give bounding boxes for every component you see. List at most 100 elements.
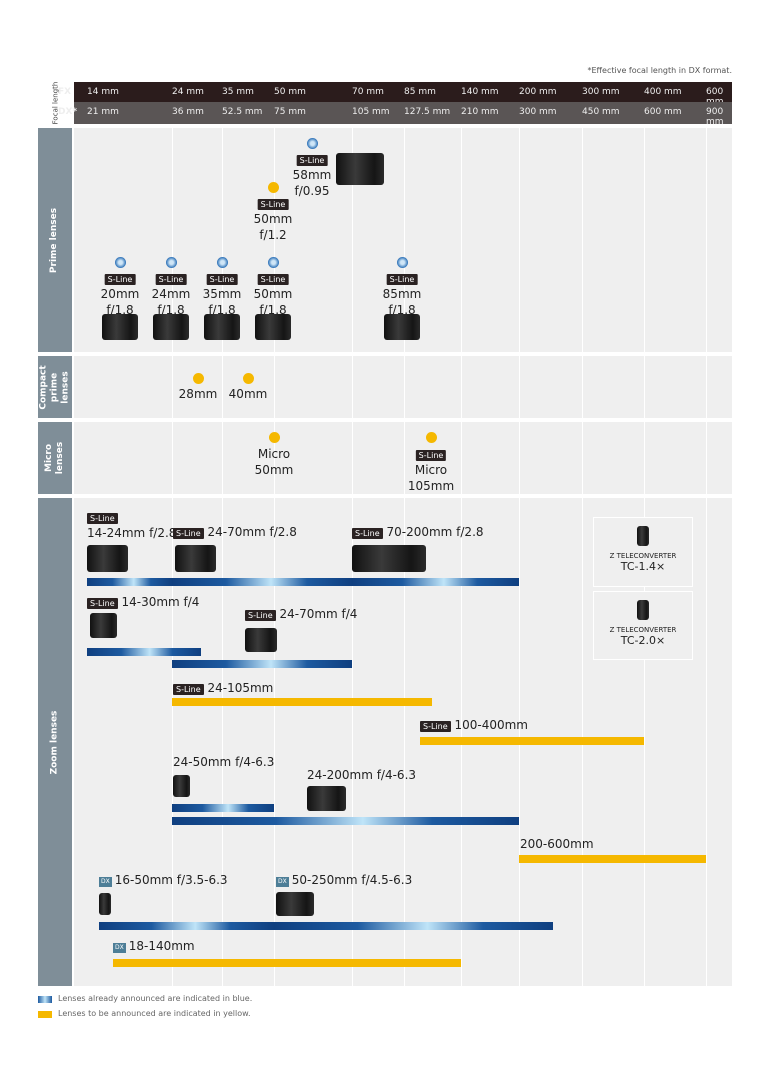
lens-image [173, 775, 190, 797]
fx-tick: 300 mm [582, 87, 620, 97]
lens-image [102, 314, 138, 340]
dx-tick: 36 mm [172, 107, 204, 117]
announced-range-bar [172, 804, 274, 812]
prime-lens-label: S-Line 50mm f/1.2 [254, 195, 292, 243]
prime-focal: 50mm [253, 287, 293, 301]
zoom-lens-label: 200-600mm [520, 837, 594, 851]
grid-line [404, 422, 405, 494]
dx-tick: 300 mm [519, 107, 557, 117]
prime-aperture: f/0.95 [294, 184, 330, 198]
grid-line [352, 356, 353, 418]
zoom-lens-label: S-Line 100-400mm [420, 717, 528, 733]
teleconverter-image [637, 600, 649, 620]
teleconverter-card: Z TELECONVERTER TC-2.0× [593, 591, 693, 660]
dx-tick: 900 mm [706, 107, 724, 127]
announced-range-bar [172, 578, 352, 586]
grid-line [222, 128, 223, 352]
fx-row: FX 14 mm 24 mm 35 mm 50 mm 70 mm 85 mm 140 mm 2… [58, 82, 732, 107]
grid-line [644, 498, 645, 986]
section-compact: Compact prime lenses [38, 356, 72, 418]
prime-lens-label: S-Line 20mm f/1.8 [101, 270, 139, 318]
section-zoom: Zoom lenses [38, 498, 72, 986]
prime-lens-label: S-Line 85mm f/1.8 [383, 270, 421, 318]
s-line-badge: S-Line [245, 610, 276, 621]
grid-line [172, 356, 173, 418]
lens-image [352, 545, 426, 572]
zoom-lens-label: 24-50mm f/4-6.3 [173, 755, 275, 769]
upcoming-dot-icon [268, 182, 279, 193]
teleconverter-image [637, 526, 649, 546]
s-line-badge: S-Line [173, 684, 204, 695]
grid-line [582, 422, 583, 494]
dx-tick: 127.5 mm [404, 107, 451, 117]
grid-line [461, 422, 462, 494]
grid-line [706, 422, 707, 494]
fx-tick: 140 mm [461, 87, 499, 97]
s-line-badge: S-Line [352, 528, 383, 539]
micro-lens-label: S-Line Micro 105mm [407, 450, 455, 493]
dx-tick: 21 mm [87, 107, 119, 117]
fx-tick: 400 mm [644, 87, 682, 97]
zoom-lens-label: DX 18-140mm [113, 939, 195, 953]
compact-lens-label: 40mm [228, 387, 268, 401]
teleconverter-card: Z TELECONVERTER TC-1.4× [593, 517, 693, 587]
upcoming-dot-icon [193, 373, 204, 384]
grid-line [222, 356, 223, 418]
legend-yellow-swatch [38, 1011, 52, 1018]
fx-tick: 50 mm [274, 87, 306, 97]
grid-line [461, 128, 462, 352]
announced-lens-icon [166, 257, 177, 268]
dx-label: DX* [58, 107, 78, 117]
s-line-badge: S-Line [87, 513, 118, 524]
grid-line [222, 498, 223, 986]
s-line-badge: S-Line [104, 274, 136, 285]
zoom-lens-label: S-Line 14-30mm f/4 [87, 594, 199, 610]
prime-focal: 24mm [151, 287, 191, 301]
lens-image [87, 545, 128, 572]
fx-tick: 85 mm [404, 87, 436, 97]
lens-image [99, 893, 111, 915]
grid-line [582, 128, 583, 352]
focal-length-label: Focal length [38, 82, 72, 124]
legend-yellow: Lenses to be announced are indicated in … [58, 1009, 251, 1018]
compact-area [74, 356, 732, 418]
prime-aperture: f/1.8 [106, 303, 134, 317]
s-line-badge: S-Line [206, 274, 238, 285]
fx-tick: 35 mm [222, 87, 254, 97]
compact-lens-label: 28mm [178, 387, 218, 401]
announced-lens-icon [217, 257, 228, 268]
fx-tick: 70 mm [352, 87, 384, 97]
dx-badge: DX [99, 877, 112, 887]
lens-image [245, 628, 277, 652]
lens-image [336, 153, 384, 185]
legend-blue-swatch [38, 996, 52, 1003]
zoom-lens-label: S-Line 14-24mm f/2.8 [87, 513, 177, 540]
fx-tick: 200 mm [519, 87, 557, 97]
s-line-badge: S-Line [173, 528, 204, 539]
prime-lens-label: S-Line 35mm f/1.8 [203, 270, 241, 318]
announced-range-bar [172, 817, 519, 825]
s-line-badge: S-Line [155, 274, 187, 285]
announced-range-bar [274, 922, 553, 930]
grid-line [706, 128, 707, 352]
zoom-lens-label: DX 50-250mm f/4.5-6.3 [276, 873, 413, 887]
upcoming-dot-icon [269, 432, 280, 443]
lens-image [204, 314, 240, 340]
grid-line [644, 128, 645, 352]
announced-lens-icon [268, 257, 279, 268]
grid-line [172, 128, 173, 352]
section-prime: Prime lenses [38, 128, 72, 352]
zoom-lens-label: S-Line 24-70mm f/4 [245, 606, 357, 622]
dx-badge: DX [113, 943, 126, 953]
dx-tick: 450 mm [582, 107, 620, 117]
s-line-badge: S-Line [415, 450, 447, 461]
grid-line [706, 356, 707, 418]
s-line-badge: S-Line [257, 274, 289, 285]
dx-tick: 105 mm [352, 107, 390, 117]
s-line-badge: S-Line [87, 598, 118, 609]
announced-lens-icon [307, 138, 318, 149]
announced-range-bar [172, 660, 352, 668]
grid-line [274, 356, 275, 418]
upcoming-range-bar [420, 737, 644, 745]
lens-image [307, 786, 346, 811]
